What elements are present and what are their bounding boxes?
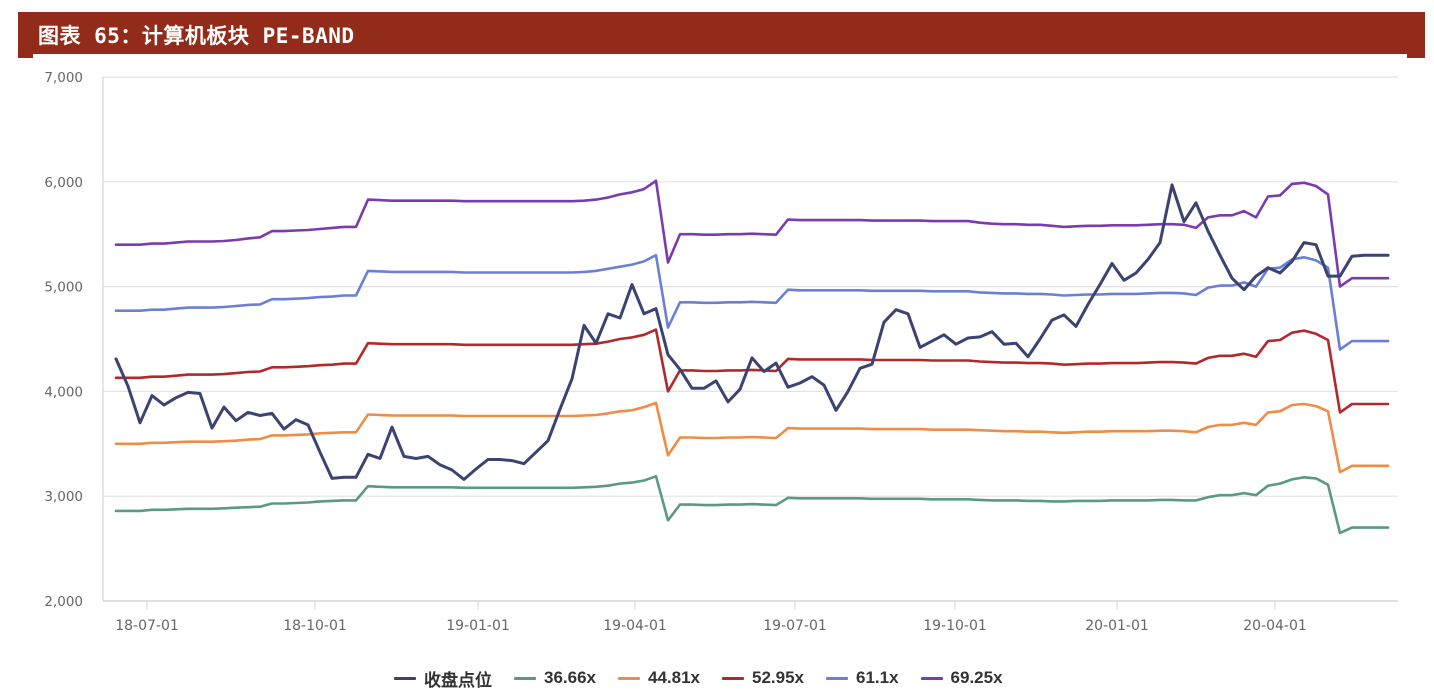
chart-title: 图表 65：计算机板块 PE-BAND [38,24,355,48]
legend-item[interactable]: 69.25x [920,668,1003,688]
x-tick-label: 19-01-01 [446,618,510,634]
x-tick-label: 19-07-01 [763,618,827,634]
series-line-4 [114,253,1390,351]
legend-label: 44.81x [648,668,700,687]
legend-label: 36.66x [544,668,596,687]
series-line-3 [114,328,1390,414]
y-tick-label: 3,000 [44,489,83,505]
legend-label: 收盘点位 [424,670,492,690]
chart-legend: 收盘点位 36.66x 44.81x 52.95x 61.1x 69.25x [394,666,1025,690]
y-tick-label: 4,000 [44,384,83,400]
legend-label: 52.95x [752,668,804,687]
title-bar-left-tab [18,54,33,58]
x-tick-label: 19-04-01 [603,618,667,634]
x-tick-label: 18-10-01 [283,618,347,634]
legend-item[interactable]: 61.1x [826,668,899,688]
y-gridlines [103,76,1398,497]
y-tick-label: 5,000 [44,280,83,296]
y-axis: 2,000 3,000 4,000 5,000 6,000 7,000 [44,70,104,610]
x-tick-label: 18-07-01 [115,618,179,634]
y-tick-label: 2,000 [44,594,83,610]
legend-swatch-icon [722,676,744,680]
x-axis: 18-07-01 18-10-01 19-01-01 19-04-01 19-07-01… [103,600,1398,634]
y-tick-label: 7,000 [44,70,83,86]
legend-item[interactable]: 36.66x [514,668,596,688]
legend-label: 61.1x [856,668,899,687]
legend-item[interactable]: 44.81x [618,668,700,688]
x-tick-label: 20-01-01 [1085,618,1149,634]
y-tick-label: 6,000 [44,175,83,191]
x-tick-label: 20-04-01 [1243,618,1307,634]
series-line-2 [114,401,1390,474]
legend-item[interactable]: 52.95x [722,668,804,688]
legend-swatch-icon [920,676,943,680]
chart-title-bar: 图表 65：计算机板块 PE-BAND [18,12,1425,58]
x-tick-label: 19-10-01 [923,618,987,634]
series-lines [114,179,1390,535]
legend-swatch-icon [394,676,416,680]
legend-swatch-icon [618,676,640,680]
series-line-5 [114,179,1390,288]
series-line-1 [114,474,1390,535]
legend-label: 69.25x [950,668,1003,687]
series-line-0 [114,183,1390,481]
legend-item[interactable]: 收盘点位 [394,666,492,691]
title-bar-notch [1407,54,1425,58]
chart-area: 2,000 3,000 4,000 5,000 6,000 7,000 18-07-01 1… [0,56,1434,698]
legend-swatch-icon [514,676,536,680]
legend-swatch-icon [826,676,848,680]
